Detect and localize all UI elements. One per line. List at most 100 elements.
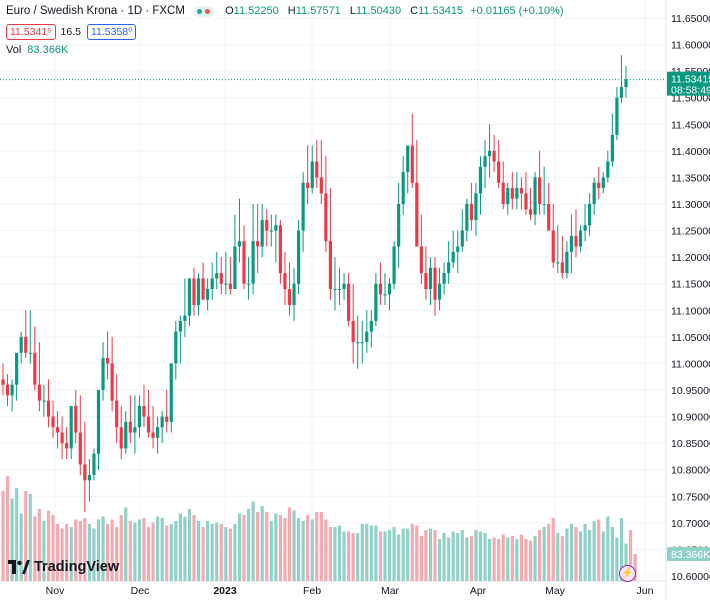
candle-body — [501, 182, 505, 204]
candle-body — [124, 421, 128, 449]
volume-bar — [533, 536, 537, 581]
volume-bar — [401, 528, 405, 581]
candle-body — [169, 363, 173, 422]
volume-bar — [387, 530, 392, 581]
volume-bar — [356, 533, 360, 581]
candle-body — [115, 400, 119, 428]
candle-body — [401, 172, 405, 204]
candle-body — [151, 432, 155, 438]
time-axis: Nov Dec 2023 Feb Mar Apr May Jun — [46, 585, 654, 597]
volume-bar — [274, 513, 278, 581]
candle-body — [569, 235, 574, 252]
volume-label[interactable]: Vol — [6, 44, 22, 56]
volume-bar — [556, 533, 560, 581]
volume-bar — [615, 537, 619, 581]
candle-body — [228, 283, 232, 290]
volume-bar — [165, 525, 169, 581]
candle-body — [306, 182, 310, 189]
candle-body — [337, 289, 342, 291]
volume-bar — [115, 527, 119, 581]
grid — [0, 0, 667, 600]
candle-body — [187, 278, 192, 316]
price-tick-label: 11.20000 — [671, 252, 710, 264]
sell-price-button[interactable]: 11.5341⁵ — [6, 24, 56, 40]
volume-bar — [137, 519, 142, 581]
volume-bar — [37, 509, 41, 581]
candle-body — [278, 225, 282, 274]
volume-bar — [196, 521, 201, 581]
candle-body — [60, 432, 64, 444]
time-tick-label: Nov — [46, 585, 65, 597]
price-tick-label: 11.10000 — [671, 305, 710, 317]
volume-bar — [237, 513, 242, 581]
candle-body — [560, 262, 564, 274]
volume-bar — [501, 534, 505, 581]
volume-bar — [528, 540, 533, 581]
candle-body — [24, 336, 28, 353]
volume-bar — [433, 530, 437, 581]
volume-bar — [124, 507, 128, 581]
volume-bar — [55, 524, 60, 581]
volume-bar — [119, 515, 123, 581]
candle-body — [246, 283, 251, 285]
candle-body — [597, 182, 601, 189]
candle-body — [351, 320, 355, 343]
candles — [1, 55, 628, 513]
candle-body — [15, 352, 19, 385]
volume-bar — [169, 524, 173, 581]
volume-bar — [497, 539, 501, 581]
volume-bar — [565, 528, 569, 581]
volume-bar — [465, 537, 469, 581]
candle-body — [310, 161, 314, 189]
volume-bar — [287, 507, 292, 581]
candle-body — [347, 283, 351, 321]
candle-body — [215, 273, 219, 279]
price-axis: 11.6500011.6000011.5500011.5000011.45000… — [671, 13, 710, 583]
candle-body — [96, 390, 101, 454]
volume-bar — [74, 519, 78, 581]
volume-bar — [174, 521, 178, 581]
volume-bar — [1, 491, 5, 581]
volume-bar — [278, 515, 282, 581]
candle-body — [533, 177, 537, 215]
candle-body — [592, 182, 596, 204]
candle-body — [78, 432, 82, 465]
lightning-icon[interactable]: ⚡ — [619, 565, 636, 582]
candle-body — [274, 225, 278, 231]
candle-body — [201, 278, 205, 300]
candle-body — [105, 358, 110, 364]
buy-price-button[interactable]: 11.5358⁰ — [86, 24, 137, 40]
symbol-title[interactable]: Euro / Swedish Krona · 1D · FXCM — [6, 5, 185, 17]
candle-body — [451, 251, 455, 263]
price-tick-label: 11.60000 — [671, 40, 710, 52]
time-tick-label: Jun — [637, 585, 654, 597]
volume-bar — [628, 530, 633, 581]
volume-bar — [101, 516, 105, 581]
candle-body — [556, 262, 560, 264]
price-tick-label: 10.70000 — [671, 518, 710, 530]
candle-body — [506, 188, 510, 204]
tradingview-logo[interactable]: TradingView — [8, 559, 119, 575]
volume-bar — [415, 525, 419, 581]
volume-bar — [337, 525, 342, 581]
candle-body — [374, 283, 378, 321]
volume-bar — [547, 524, 551, 581]
volume-bar — [315, 512, 319, 581]
volume-bar — [524, 539, 528, 581]
volume-bar — [228, 528, 232, 581]
volume-bar — [19, 513, 23, 581]
volume-bar — [492, 537, 496, 581]
candle-body — [474, 193, 478, 220]
volume-bar — [187, 509, 192, 581]
volume-bar — [133, 522, 137, 581]
market-status-icon[interactable] — [194, 5, 215, 17]
volume-bar — [328, 527, 333, 581]
volume-bar — [51, 515, 55, 581]
candle-body — [146, 416, 151, 433]
volume-bar — [201, 527, 205, 581]
candle-body — [10, 384, 14, 396]
price-tick-label: 11.40000 — [671, 146, 710, 158]
